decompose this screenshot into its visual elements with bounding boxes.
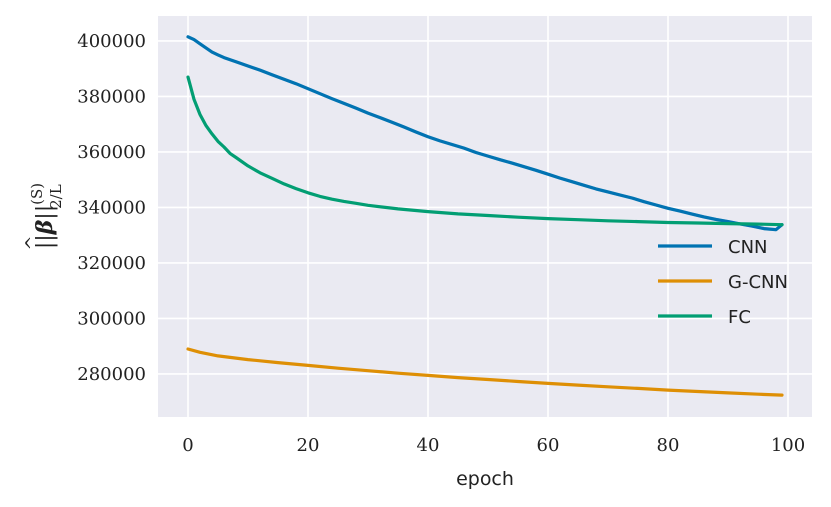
x-tick-label: 40	[417, 435, 440, 456]
legend: CNN G-CNN FC	[658, 237, 788, 328]
series-lines	[186, 35, 784, 397]
svg-text:||β||(S)2/L: ||β||(S)2/L	[28, 183, 65, 249]
y-tick-label: 400000	[77, 31, 146, 52]
y-tick-label: 280000	[77, 364, 146, 385]
y-axis-label-norm-open: ||	[33, 234, 58, 249]
legend-label-g-cnn: G-CNN	[728, 272, 788, 293]
series-line-cnn	[186, 35, 784, 232]
x-tick-label: 20	[297, 435, 320, 456]
y-tick-label: 340000	[77, 197, 146, 218]
y-tick-label: 300000	[77, 308, 146, 329]
legend-label-cnn: CNN	[728, 237, 768, 258]
x-tick-label: 80	[657, 435, 680, 456]
grid-lines	[158, 16, 812, 417]
legend-label-fc: FC	[728, 307, 751, 328]
y-axis-label-hat: ^	[22, 235, 43, 250]
x-axis-label: epoch	[456, 468, 514, 490]
x-tick-label: 60	[537, 435, 560, 456]
y-axis-label-symbol: β	[32, 219, 58, 235]
y-axis-label-subscript: 2/L	[47, 184, 65, 209]
x-tick-label: 0	[182, 435, 193, 456]
y-tick-labels: 280000 300000 320000 340000 360000 380000 4000…	[77, 31, 146, 385]
y-axis-label-superscript: (S)	[28, 183, 46, 205]
y-axis-label-norm-close: ||	[33, 205, 58, 220]
y-tick-label: 320000	[77, 253, 146, 274]
series-line-g-cnn	[186, 347, 784, 397]
y-axis-label: ||β||(S)2/L ^	[22, 183, 65, 251]
y-tick-label: 360000	[77, 142, 146, 163]
series-line-fc	[186, 75, 784, 227]
y-tick-label: 380000	[77, 86, 146, 107]
x-tick-labels: 0 20 40 60 80 100	[182, 435, 805, 456]
x-tick-label: 100	[771, 435, 805, 456]
